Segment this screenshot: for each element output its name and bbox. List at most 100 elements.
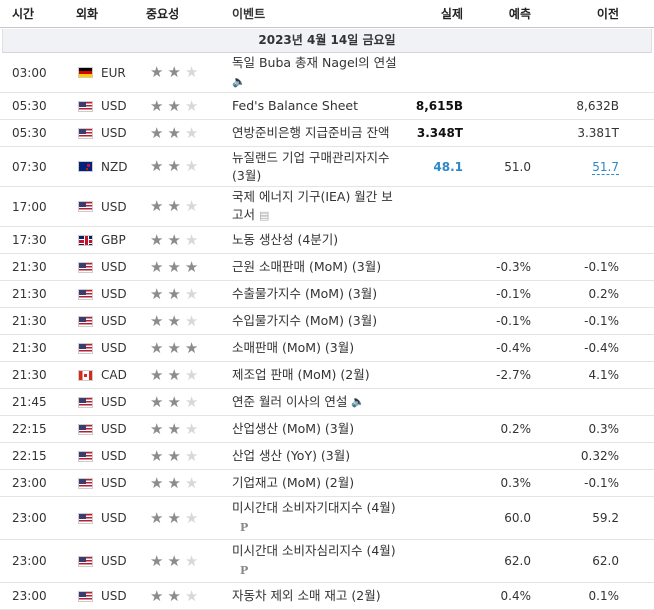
importance-stars: ★ ★ ★: [144, 98, 223, 114]
event-row[interactable]: 17:30 GBP ★ ★ ★ 노동 생산성 (4분기): [0, 227, 654, 254]
event-row[interactable]: 07:30 NZD ★ ★ ★ 뉴질랜드 기업 구매관리자지수 (3월) 48.1 51.0 5…: [0, 147, 654, 187]
event-title[interactable]: 산업 생산 (YoY) (3월): [232, 448, 351, 463]
event-row[interactable]: 22:15 USD ★ ★ ★ 산업생산 (MoM) (3월) 0.2% 0.3%: [0, 416, 654, 443]
event-previous[interactable]: 51.7: [531, 159, 619, 175]
event-title[interactable]: 국제 에너지 기구(IEA) 월간 보고서: [232, 189, 393, 223]
star-icon: ★: [184, 365, 199, 384]
previous-revised-link[interactable]: 51.7: [592, 159, 619, 175]
event-title[interactable]: 독일 Buba 총재 Nagel의 연설: [232, 55, 397, 71]
event-row[interactable]: 23:00 USD ★ ★ ★ 미시간대 소비자기대지수 (4월) P 60.0 59.2: [0, 497, 654, 540]
currency-code: EUR: [101, 65, 126, 80]
event-name[interactable]: 연준 월러 이사의 연설 🔈: [223, 393, 403, 412]
event-title[interactable]: 수출물가지수 (MoM) (3월): [232, 286, 378, 301]
event-title[interactable]: 수입물가지수 (MoM) (3월): [232, 313, 378, 328]
event-name[interactable]: 연방준비은행 지급준비금 잔액: [223, 124, 403, 142]
event-title[interactable]: 제조업 판매 (MoM) (2월): [232, 367, 370, 382]
event-currency: USD: [68, 314, 138, 328]
event-name[interactable]: 제조업 판매 (MoM) (2월): [223, 366, 403, 384]
importance-stars: ★ ★ ★: [144, 311, 223, 330]
event-title[interactable]: 연준 월러 이사의 연설: [232, 393, 348, 409]
star-icon: ★: [150, 446, 164, 465]
flag-usd-icon: [78, 477, 93, 489]
event-currency: CAD: [68, 368, 138, 382]
event-time: 17:00: [12, 199, 47, 214]
event-row[interactable]: 21:30 CAD ★ ★ ★ 제조업 판매 (MoM) (2월) -2.7% 4.1%: [0, 362, 654, 389]
star-icon: ★: [167, 508, 181, 527]
event-previous: 59.2: [592, 511, 619, 525]
currency-code: CAD: [101, 368, 127, 382]
event-forecast: 0.3%: [500, 476, 532, 490]
star-icon: ★: [167, 123, 181, 142]
event-title[interactable]: 연방준비은행 지급준비금 잔액: [232, 125, 390, 140]
star-icon: ★: [184, 63, 199, 81]
flag-usd-icon: [78, 127, 93, 139]
importance-rating: ★ ★ ★: [138, 286, 223, 302]
event-title[interactable]: 산업생산 (MoM) (3월): [232, 421, 355, 436]
event-title[interactable]: Fed's Balance Sheet: [232, 98, 359, 113]
event-title[interactable]: 자동차 제외 소매 재고 (2월): [232, 588, 381, 603]
event-title[interactable]: 소매판매 (MoM) (3월): [232, 340, 355, 355]
event-row[interactable]: 23:00 USD ★ ★ ★ 미시간대 소비자심리지수 (4월) P 62.0 62.0: [0, 540, 654, 583]
importance-stars: ★ ★ ★: [144, 446, 223, 465]
event-name[interactable]: 산업생산 (MoM) (3월): [223, 420, 403, 438]
event-row[interactable]: 23:00 USD ★ ★ ★ 기업재고 (MoM) (2월) 0.3% -0.1%: [0, 470, 654, 497]
event-title[interactable]: 미시간대 소비자심리지수 (4월): [232, 543, 396, 558]
event-time: 22:15: [12, 422, 47, 436]
event-name[interactable]: 기업재고 (MoM) (2월): [223, 474, 403, 492]
event-row[interactable]: 03:00 EUR ★ ★ ★ 독일 Buba 총재 Nagel의 연설 🔈: [0, 53, 654, 93]
event-row[interactable]: 22:15 USD ★ ★ ★ 산업 생산 (YoY) (3월) 0.32%: [0, 443, 654, 470]
event-name[interactable]: 산업 생산 (YoY) (3월): [223, 447, 403, 465]
event-row[interactable]: 05:30 USD ★ ★ ★ 연방준비은행 지급준비금 잔액 3.348T 3.381T: [0, 120, 654, 147]
event-title[interactable]: 근원 소매판매 (MoM) (3월): [232, 259, 382, 274]
event-name[interactable]: 소매판매 (MoM) (3월): [223, 339, 403, 357]
event-name[interactable]: 미시간대 소비자심리지수 (4월) P: [223, 542, 403, 580]
currency-code: USD: [101, 287, 127, 301]
star-icon: ★: [167, 311, 181, 330]
event-row[interactable]: 21:30 USD ★ ★ ★ 수입물가지수 (MoM) (3월) -0.1% -0.1%: [0, 308, 654, 335]
importance-rating: ★ ★ ★: [138, 508, 223, 527]
event-name[interactable]: 수출물가지수 (MoM) (3월): [223, 285, 403, 303]
event-name[interactable]: 근원 소매판매 (MoM) (3월): [223, 258, 403, 276]
event-row[interactable]: 17:00 USD ★ ★ ★ 국제 에너지 기구(IEA) 월간 보고서 ▤: [0, 187, 654, 227]
event-name[interactable]: 뉴질랜드 기업 구매관리자지수 (3월): [223, 149, 403, 185]
event-row[interactable]: 21:30 USD ★ ★ ★ 수출물가지수 (MoM) (3월) -0.1% 0.2%: [0, 281, 654, 308]
currency-code: USD: [101, 260, 127, 274]
currency-code: USD: [101, 341, 127, 355]
star-icon: ★: [184, 157, 199, 175]
preliminary-icon: P: [240, 521, 249, 534]
event-currency: USD: [68, 287, 138, 301]
event-name[interactable]: 미시간대 소비자기대지수 (4월) P: [223, 499, 403, 537]
event-name[interactable]: 독일 Buba 총재 Nagel의 연설 🔈: [223, 54, 403, 91]
event-currency: USD: [68, 476, 138, 490]
event-name[interactable]: 노동 생산성 (4분기): [223, 231, 403, 249]
header-importance: 중요성: [146, 7, 180, 21]
importance-rating: ★ ★ ★: [138, 392, 223, 411]
event-name[interactable]: Fed's Balance Sheet: [223, 97, 403, 115]
star-icon: ★: [150, 63, 164, 81]
event-previous: 0.1%: [588, 589, 620, 603]
event-name[interactable]: 수입물가지수 (MoM) (3월): [223, 312, 403, 330]
event-title[interactable]: 뉴질랜드 기업 구매관리자지수 (3월): [232, 149, 390, 183]
event-row[interactable]: 21:45 USD ★ ★ ★ 연준 월러 이사의 연설 🔈: [0, 389, 654, 416]
star-icon: ★: [184, 419, 199, 438]
importance-rating: ★ ★ ★: [138, 588, 223, 604]
event-currency: USD: [68, 422, 138, 436]
event-name[interactable]: 자동차 제외 소매 재고 (2월): [223, 587, 403, 605]
event-title[interactable]: 노동 생산성 (4분기): [232, 232, 339, 247]
event-time: 22:15: [12, 449, 47, 463]
event-title[interactable]: 미시간대 소비자기대지수 (4월): [232, 500, 396, 515]
event-row[interactable]: 21:30 USD ★ ★ ★ 근원 소매판매 (MoM) (3월) -0.3% -0.1%: [0, 254, 654, 281]
event-row[interactable]: 05:30 USD ★ ★ ★ Fed's Balance Sheet 8,615B 8,63…: [0, 93, 654, 120]
event-title[interactable]: 기업재고 (MoM) (2월): [232, 475, 355, 490]
star-icon: ★: [167, 230, 181, 249]
event-row[interactable]: 23:00 USD ★ ★ ★ 자동차 제외 소매 재고 (2월) 0.4% 0.1%: [0, 583, 654, 610]
event-previous: 0.3%: [588, 422, 620, 436]
event-currency: USD: [68, 395, 138, 409]
event-row[interactable]: 21:30 USD ★ ★ ★ 소매판매 (MoM) (3월) -0.4% -0.4%: [0, 335, 654, 362]
currency-code: USD: [101, 476, 127, 490]
importance-stars: ★ ★ ★: [144, 230, 223, 249]
star-icon: ★: [184, 392, 199, 411]
event-previous: 62.0: [592, 554, 619, 568]
event-name[interactable]: 국제 에너지 기구(IEA) 월간 보고서 ▤: [223, 188, 403, 225]
